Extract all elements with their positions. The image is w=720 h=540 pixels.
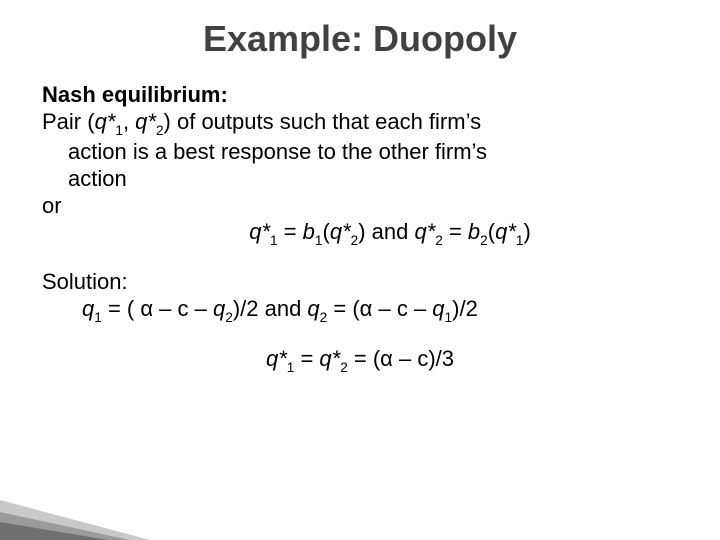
var-q2: q [213, 296, 225, 321]
var-q2star: q* [135, 109, 156, 134]
var-q1: q [82, 296, 94, 321]
line-best-response: q*1 = b1(q*2) and q*2 = b2(q*1) [42, 219, 678, 249]
sub-1c: 1 [516, 233, 524, 248]
var-b2: b [468, 219, 480, 244]
text-comma: , [123, 109, 135, 134]
var-b1: b [303, 219, 315, 244]
corner-triangle-dark [0, 522, 108, 540]
line-nash-equilibrium: Nash equilibrium: [42, 82, 678, 109]
sub-q2: 2 [225, 310, 233, 325]
text-eq2: = [443, 219, 468, 244]
sub-2f: 2 [340, 360, 348, 375]
line-action2: action [42, 166, 678, 193]
sub-b1: 1 [315, 233, 323, 248]
text-eq1: = [278, 219, 303, 244]
text-sol-end: )/2 [452, 296, 478, 321]
slide-title: Example: Duopoly [42, 18, 678, 60]
var-q2star-f: q* [319, 346, 340, 371]
sub-q1: 1 [94, 310, 102, 325]
var-q1star-b: q* [249, 219, 270, 244]
sub-1: 1 [115, 123, 123, 138]
text-sol-mid1: = ( α – c – [102, 296, 213, 321]
var-q2star-b: q* [330, 219, 351, 244]
spacer-1 [42, 249, 678, 269]
text-open2: ( [488, 219, 495, 244]
line-pair: Pair (q*1, q*2) of outputs such that eac… [42, 109, 678, 139]
sub-b2: 2 [480, 233, 488, 248]
slide: Example: Duopoly Nash equilibrium: Pair … [0, 0, 720, 540]
sub-q1b: 1 [445, 310, 453, 325]
sub-q2b: 2 [320, 310, 328, 325]
text-nash: Nash equilibrium: [42, 82, 228, 107]
text-fend: = (α – c)/3 [348, 346, 454, 371]
line-or: or [42, 193, 678, 220]
text-sol-mid2: )/2 and [233, 296, 308, 321]
text-close2: ) [523, 219, 530, 244]
line-solution-eq: q1 = ( α – c – q2)/2 and q2 = (α – c – q… [42, 296, 678, 326]
text-sol-mid3: = (α – c – [327, 296, 432, 321]
var-q1star: q* [95, 109, 116, 134]
sub-1b: 1 [270, 233, 278, 248]
text-pair-e: ) of outputs such that each firm’s [164, 109, 482, 134]
text-pair-a: Pair ( [42, 109, 95, 134]
var-q1star-f: q* [266, 346, 287, 371]
line-action1: action is a best response to the other f… [42, 139, 678, 166]
slide-body: Nash equilibrium: Pair (q*1, q*2) of out… [42, 82, 678, 376]
text-feq1: = [294, 346, 319, 371]
sub-2b: 2 [351, 233, 359, 248]
sub-2: 2 [156, 123, 164, 138]
var-q2b: q [307, 296, 319, 321]
text-open1: ( [323, 219, 330, 244]
sub-1f: 1 [287, 360, 295, 375]
line-final: q*1 = q*2 = (α – c)/3 [42, 346, 678, 376]
sub-2c: 2 [435, 233, 443, 248]
var-q1b: q [432, 296, 444, 321]
var-q2star-c: q* [414, 219, 435, 244]
var-q1star-c: q* [495, 219, 516, 244]
text-close-and: ) and [358, 219, 414, 244]
spacer-2 [42, 326, 678, 346]
line-solution: Solution: [42, 269, 678, 296]
